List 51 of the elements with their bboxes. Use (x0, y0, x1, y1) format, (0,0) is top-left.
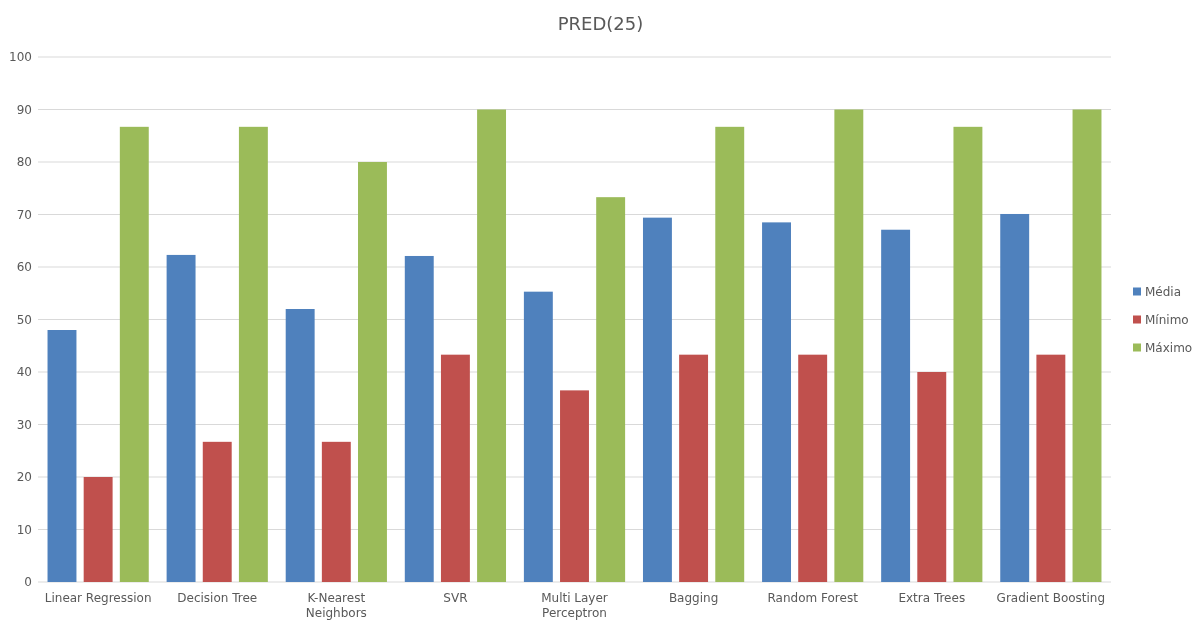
bar (523, 291, 553, 582)
bar (679, 354, 709, 582)
bar (83, 477, 113, 582)
y-tick-label: 20 (16, 470, 32, 485)
bar (834, 109, 864, 582)
bar (1072, 109, 1102, 582)
bar (881, 229, 911, 582)
y-tick-label: 10 (16, 522, 32, 537)
x-tick-label: Random Forest (767, 591, 859, 605)
bar (119, 126, 149, 582)
legend-label: Máximo (1145, 340, 1193, 355)
y-tick-label: 80 (16, 155, 32, 170)
bar (47, 330, 77, 582)
x-tick-label: K-Nearest Neighbors (305, 591, 367, 620)
bar (917, 372, 947, 582)
bar (238, 126, 268, 582)
x-tick-label: Linear Regression (44, 591, 152, 605)
y-tick-label: 30 (16, 417, 32, 432)
bar (953, 126, 983, 582)
y-tick-label: 40 (16, 365, 32, 380)
bar (285, 309, 315, 582)
y-tick-label: 0 (24, 575, 32, 590)
x-tick-label: Multi Layer Perceptron (541, 591, 608, 620)
bar (1036, 354, 1066, 582)
bar (762, 222, 791, 582)
x-tick-label: Extra Trees (898, 591, 966, 605)
bar (358, 162, 387, 582)
legend-label: Mínimo (1145, 312, 1189, 327)
bar (798, 354, 828, 582)
y-tick-label: 100 (9, 50, 32, 65)
x-tick-label: Decision Tree (177, 591, 258, 605)
bar (642, 217, 672, 582)
bar (715, 126, 745, 582)
bar (202, 441, 232, 582)
bar (440, 354, 470, 582)
bar (166, 254, 196, 582)
bar (321, 441, 351, 582)
x-tick-label: SVR (443, 591, 468, 605)
bar (596, 197, 626, 582)
x-tick-label: Bagging (668, 591, 719, 605)
legend-label: Média (1145, 284, 1182, 299)
bar (560, 390, 589, 582)
y-tick-label: 70 (16, 207, 32, 222)
chart-title: PRED(25) (557, 13, 644, 34)
bar (477, 109, 507, 582)
y-tick-label: 60 (16, 260, 32, 275)
bar (404, 255, 434, 582)
y-tick-label: 50 (16, 312, 32, 327)
y-tick-label: 90 (16, 102, 32, 117)
bar (1000, 213, 1030, 582)
x-tick-label: Gradient Boosting (996, 591, 1106, 605)
